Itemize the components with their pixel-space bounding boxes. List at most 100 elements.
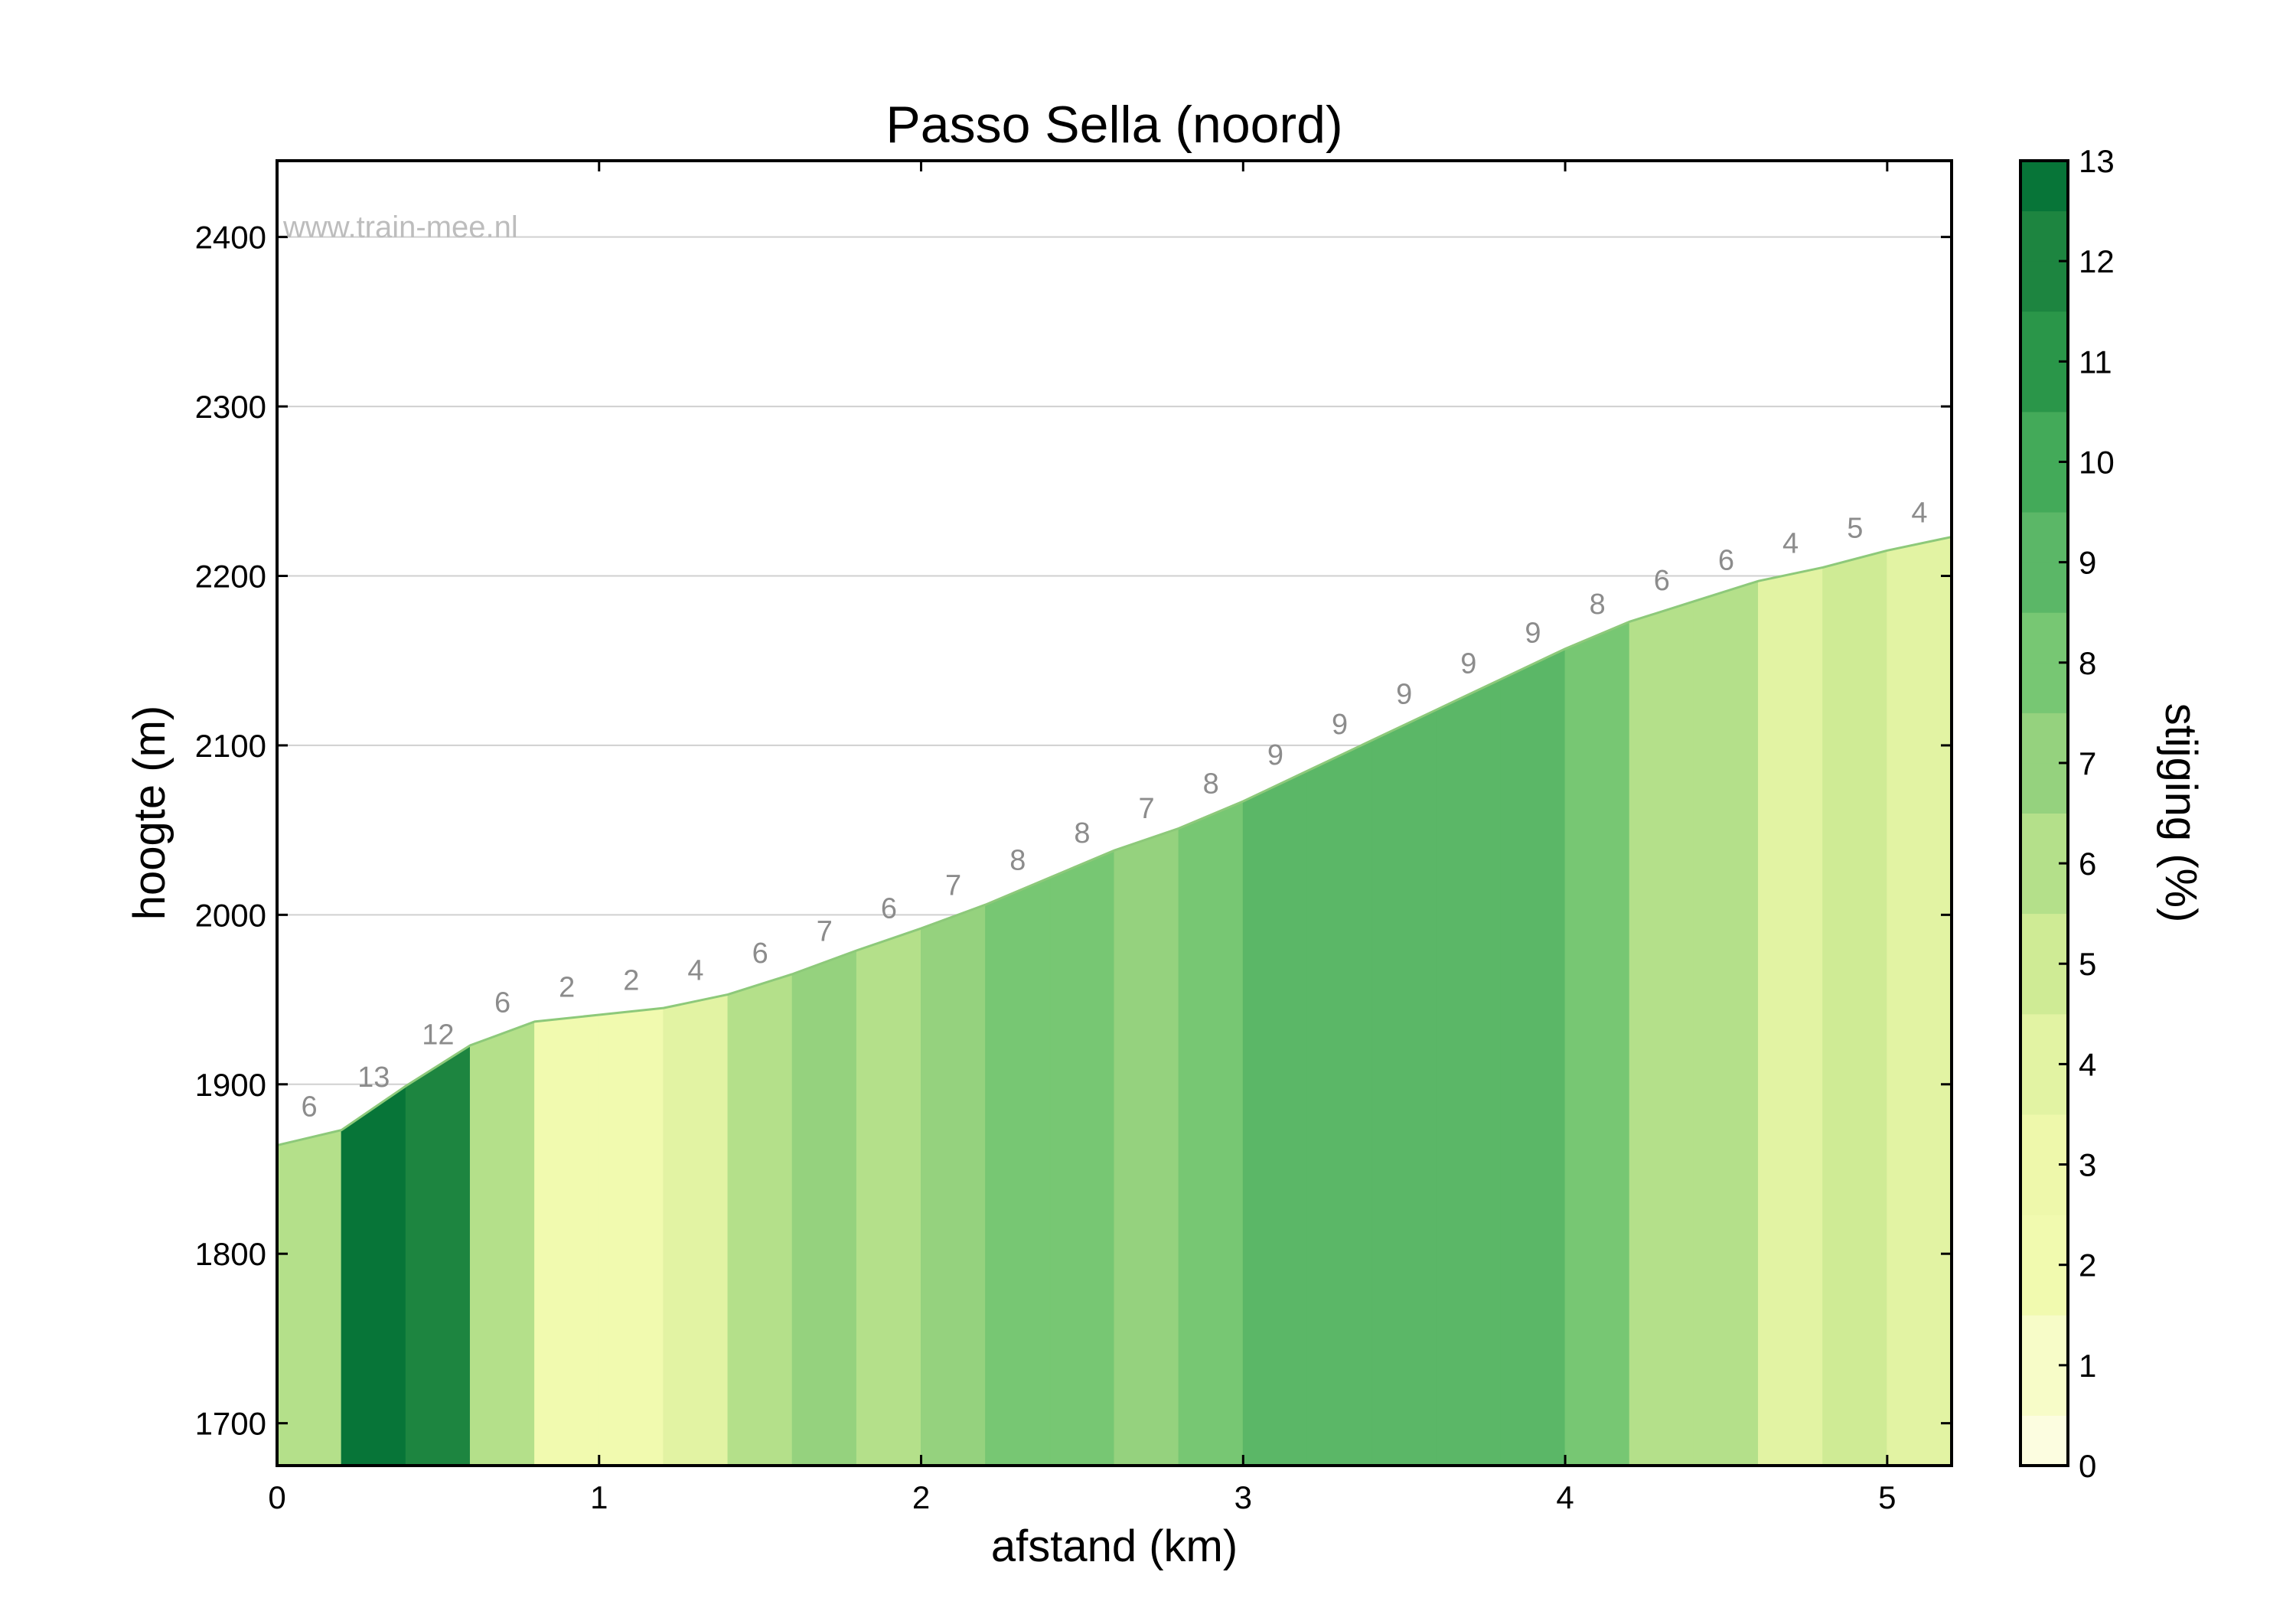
- grade-label: 8: [1074, 817, 1090, 850]
- grade-segment: [405, 1044, 471, 1466]
- colorbar-band: [2020, 261, 2068, 312]
- grade-segment: [921, 904, 987, 1466]
- grade-segment: [1306, 739, 1373, 1466]
- y-tick-label: 1900: [195, 1067, 266, 1103]
- grade-label: 7: [945, 870, 961, 902]
- grade-label: 8: [1009, 844, 1026, 876]
- grade-label: 6: [494, 986, 510, 1019]
- grade-segment: [1049, 850, 1115, 1466]
- grade-labels: 6 13 12 6 2 2 4 6 7 6 7 8 8 7 8 9 9 9 9 9 8 6 6 4 5 4: [302, 497, 1928, 1123]
- grade-label: 9: [1525, 618, 1541, 650]
- x-tick-label: 1: [590, 1479, 608, 1515]
- grade-label: 6: [1654, 565, 1670, 597]
- colorbar-band: [2020, 361, 2068, 413]
- colorbar-band: [2020, 562, 2068, 613]
- grade-label: 5: [1847, 512, 1863, 544]
- grade-label: 9: [1267, 739, 1283, 771]
- x-tick-label: 2: [912, 1479, 930, 1515]
- colorbar-band: [2020, 210, 2068, 262]
- grade-segment: [1242, 770, 1308, 1466]
- grade-segment: [341, 1085, 406, 1466]
- grade-segment: [856, 928, 922, 1466]
- colorbar-band: [2020, 1064, 2068, 1115]
- grade-label: 9: [1332, 709, 1348, 741]
- colorbar-band: [2020, 913, 2068, 964]
- grade-segment: [791, 950, 857, 1466]
- chart-title: Passo Sella (noord): [885, 96, 1342, 154]
- y-tick-label: 1800: [195, 1236, 266, 1272]
- y-tick-label: 2200: [195, 559, 266, 595]
- colorbar-band: [2020, 1315, 2068, 1366]
- y-tick-label: 2400: [195, 220, 266, 256]
- colorbar-tick-label: 8: [2079, 645, 2096, 681]
- grade-label: 8: [1203, 768, 1219, 801]
- grade-segments: [277, 536, 1952, 1466]
- grade-segment: [534, 1014, 600, 1466]
- watermark: www.train-mee.nl: [282, 210, 518, 244]
- grade-label: 6: [881, 892, 897, 925]
- colorbar-band: [2020, 713, 2068, 764]
- colorbar-band: [2020, 161, 2068, 212]
- colorbar-band: [2020, 311, 2068, 362]
- grade-segment: [1114, 827, 1179, 1466]
- grade-label: 12: [422, 1019, 454, 1051]
- grade-segment: [598, 1007, 664, 1466]
- grade-segment: [1436, 678, 1502, 1466]
- grade-segment: [1564, 621, 1630, 1466]
- colorbar-band: [2020, 863, 2068, 915]
- colorbar: [2020, 161, 2068, 1466]
- grade-segment: [1758, 566, 1824, 1466]
- grade-segment: [1693, 580, 1760, 1466]
- colorbar-tick-label: 5: [2079, 946, 2096, 982]
- colorbar-band: [2020, 1114, 2068, 1166]
- grade-label: 4: [687, 954, 703, 986]
- colorbar-tick-label: 3: [2079, 1147, 2096, 1183]
- grade-label: 6: [1718, 544, 1734, 576]
- grade-label: 6: [752, 938, 768, 970]
- y-axis-title: hoogte (m): [125, 706, 174, 920]
- elevation-line: [276, 536, 1952, 1146]
- colorbar-band: [2020, 1164, 2068, 1215]
- colorbar-tick-label: 4: [2079, 1046, 2096, 1082]
- colorbar-tick-label: 2: [2079, 1247, 2096, 1283]
- colorbar-tick-label: 12: [2079, 243, 2115, 279]
- colorbar-band: [2020, 461, 2068, 513]
- colorbar-band: [2020, 411, 2068, 462]
- grade-segment: [1822, 550, 1888, 1466]
- x-tick-label: 4: [1556, 1479, 1574, 1515]
- colorbar-band: [2020, 762, 2068, 814]
- colorbar-tick-label: 1: [2079, 1348, 2096, 1384]
- colorbar-tick-label: 13: [2079, 143, 2115, 179]
- colorbar-band: [2020, 1215, 2068, 1266]
- colorbar-band: [2020, 1415, 2068, 1466]
- x-axis-title: afstand (km): [991, 1521, 1238, 1571]
- colorbar-tick-label: 6: [2079, 846, 2096, 882]
- grade-segment: [1371, 709, 1437, 1466]
- colorbar-tick-label: 9: [2079, 545, 2096, 581]
- x-tick-label: 3: [1234, 1479, 1252, 1515]
- y-tick-label: 1700: [195, 1406, 266, 1442]
- grade-label: 13: [357, 1061, 390, 1094]
- y-tick-label: 2300: [195, 389, 266, 425]
- grade-label: 8: [1590, 589, 1606, 621]
- colorbar-band: [2020, 964, 2068, 1015]
- grade-label: 9: [1396, 678, 1412, 710]
- colorbar-band: [2020, 1013, 2068, 1065]
- grade-segment: [985, 876, 1051, 1466]
- grade-segment: [469, 1021, 536, 1466]
- colorbar-band: [2020, 1264, 2068, 1316]
- y-tick-label: 2100: [195, 728, 266, 764]
- colorbar-title: stijging (%): [2156, 703, 2206, 923]
- colorbar-tick-label: 11: [2079, 344, 2112, 380]
- colorbar-band: [2020, 813, 2068, 864]
- y-axis-ticks: 1700 1800 1900 2000 2100 2200 2300 2400: [195, 220, 1952, 1442]
- grade-segment: [1629, 601, 1694, 1466]
- grade-segment: [1178, 801, 1244, 1466]
- y-tick-label: 2000: [195, 897, 266, 933]
- grade-label: 7: [1139, 793, 1155, 825]
- grade-label: 2: [559, 971, 575, 1003]
- grade-label: 9: [1460, 648, 1476, 680]
